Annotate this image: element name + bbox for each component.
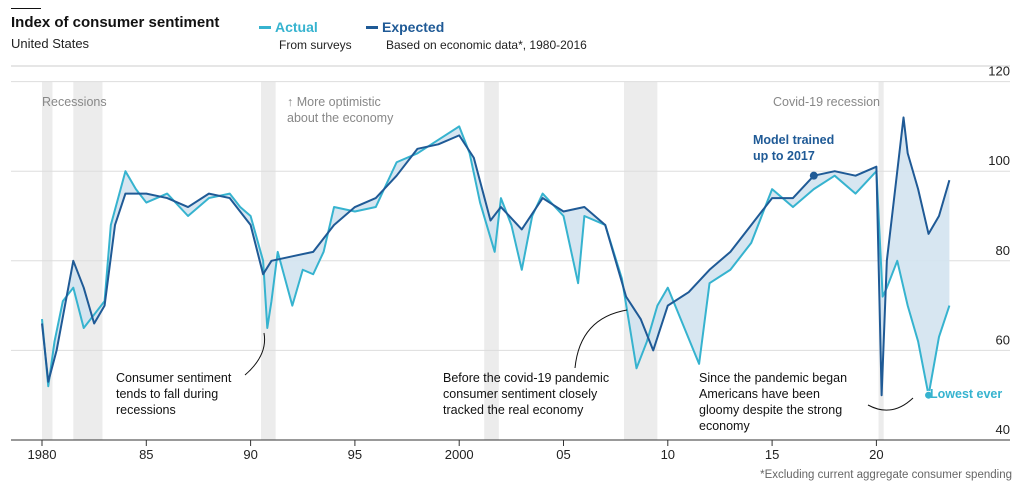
title-rule xyxy=(11,8,41,9)
legend-swatch-actual xyxy=(259,26,271,30)
x-tick-label: 90 xyxy=(243,447,257,462)
series-line-expected xyxy=(41,116,951,397)
x-tick-label: 20 xyxy=(869,447,883,462)
legend-desc-expected: Based on economic data*, 1980-2016 xyxy=(386,38,587,52)
pandemic-gloomy-annotation: Since the pandemic began Americans have … xyxy=(699,371,848,433)
x-tick-label: 10 xyxy=(661,447,675,462)
legend-expected: Expected xyxy=(366,19,444,37)
x-tick-label: 85 xyxy=(139,447,153,462)
series-line-actual xyxy=(41,125,951,397)
footnote: *Excluding current aggregate consumer sp… xyxy=(760,469,1012,481)
legend-label-expected: Expected xyxy=(382,19,445,35)
y-tick-label: 100 xyxy=(988,153,1010,168)
x-tick-label: 95 xyxy=(348,447,362,462)
legend-label-actual: Actual xyxy=(275,19,318,35)
pre-covid-annotation: Before the covid-19 pandemic consumer se… xyxy=(443,371,610,417)
x-tick-label: 05 xyxy=(556,447,570,462)
y-tick-label: 120 xyxy=(988,64,1010,79)
legend-swatch-expected xyxy=(366,26,378,30)
x-tick-label: 2000 xyxy=(445,447,474,462)
callout-line-recession xyxy=(244,332,266,376)
lowest-ever-marker xyxy=(924,390,934,400)
recessions-label: Recessions xyxy=(42,95,107,109)
optimistic-label: ↑ More optimistic about the economy xyxy=(287,95,394,125)
legend-desc-actual: From surveys xyxy=(279,38,352,52)
y-tick-label: 60 xyxy=(996,332,1010,347)
x-tick-label: 1980 xyxy=(28,447,57,462)
x-tick-label: 15 xyxy=(765,447,779,462)
y-tick-label: 40 xyxy=(996,422,1010,437)
callout-line-pre-covid xyxy=(574,309,628,369)
callout-line-pandemic xyxy=(867,397,914,411)
y-tick-label: 80 xyxy=(996,243,1010,258)
model-trained-label: Model trained up to 2017 xyxy=(753,133,835,163)
covid-recession-label: Covid-19 recession xyxy=(773,95,880,109)
legend-actual: Actual xyxy=(259,19,318,37)
recession-fall-annotation: Consumer sentiment tends to fall during … xyxy=(116,371,232,417)
chart-title: Index of consumer sentiment xyxy=(11,14,220,31)
model-trained-marker xyxy=(809,171,818,180)
lowest-ever-label: Lowest ever xyxy=(930,387,1003,401)
chart-subtitle: United States xyxy=(11,36,90,51)
